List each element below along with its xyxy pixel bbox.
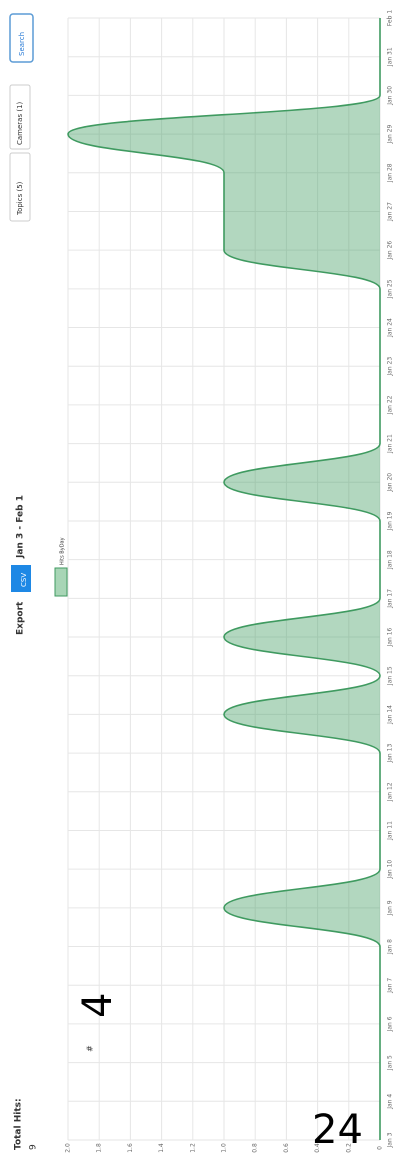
export-label: Export	[16, 601, 26, 635]
x-tick-label: Jan 29	[387, 124, 394, 144]
x-tick-label: Jan 13	[387, 744, 394, 764]
x-tick-label: Jan 21	[387, 434, 394, 454]
y-tick-label: 2.0	[65, 1143, 72, 1153]
csv-button[interactable]: CSV	[11, 565, 31, 592]
csv-icon[interactable]	[11, 565, 31, 592]
total-hits-value: 9	[29, 1144, 39, 1150]
x-tick-label: Jan 17	[387, 589, 394, 609]
x-tick-label: Jan 10	[387, 860, 394, 880]
x-tick-label: Jan 9	[387, 900, 394, 916]
x-tick-label: Jan 16	[387, 627, 394, 647]
x-tick-label: Jan 7	[387, 978, 394, 994]
annotation: 4	[75, 993, 121, 1018]
y-axis-label: #	[86, 1045, 95, 1052]
search-button[interactable]	[9, 13, 34, 63]
y-tick-label: 1.4	[158, 1143, 165, 1153]
line	[67, 18, 381, 1141]
total-hits-label: Total Hits:	[14, 1098, 24, 1150]
x-tick-label: Jan 24	[387, 318, 394, 338]
x-tick-label: Jan 19	[387, 511, 394, 531]
topics-label[interactable]: Topics (5)	[16, 181, 24, 216]
y-tick-label: 1.6	[127, 1143, 134, 1153]
y-tick-label: 0.6	[283, 1143, 290, 1153]
x-tick-label: Jan 12	[387, 782, 394, 802]
cameras-label[interactable]: Cameras (1)	[16, 101, 24, 145]
x-tick-label: Jan 30	[387, 86, 394, 106]
x-tick-label: Feb 1	[387, 10, 394, 27]
y-tick-label: 1.8	[96, 1143, 103, 1153]
x-tick-label: Jan 8	[387, 939, 394, 955]
search-label[interactable]: Search	[18, 32, 26, 56]
x-tick-label: Jan 11	[387, 821, 394, 841]
x-tick-label: Jan 4	[387, 1094, 394, 1110]
plot: 0 0.2 0.4 0.6 0.8 1.0 1.2 1.4 1.6 1.8 2.0 Jan 3 Jan …	[65, 10, 394, 1153]
x-tick-label: Jan 26	[387, 241, 394, 261]
x-tick-label: Jan 20	[387, 473, 394, 493]
x-tick-label: Jan 14	[387, 705, 394, 725]
cameras-dropdown[interactable]	[9, 84, 31, 150]
annotation: 24	[312, 1107, 363, 1153]
x-tick-label: Jan 18	[387, 550, 394, 570]
x-tick-label: Jan 5	[387, 1055, 394, 1071]
y-tick-label: 1.0	[221, 1143, 228, 1153]
y-tick-label: 0.8	[252, 1143, 259, 1153]
y-tick-label: 1.2	[189, 1143, 196, 1153]
y-tick-label: 0	[377, 1146, 384, 1150]
x-tick-label: Jan 6	[387, 1016, 394, 1032]
x-tick-label: Jan 28	[387, 163, 394, 183]
x-tick-label: Jan 22	[387, 395, 394, 415]
x-tick-label: Jan 31	[387, 47, 394, 67]
x-tick-label: Jan 25	[387, 279, 394, 299]
x-tick-label: Jan 23	[387, 357, 394, 377]
x-tick-label: Jan 15	[387, 666, 394, 686]
topics-dropdown[interactable]	[9, 152, 31, 222]
y-tick-label: 0.4	[314, 1143, 321, 1153]
x-tick-label: Jan 27	[387, 202, 394, 222]
y-tick-label: 0.2	[345, 1143, 352, 1153]
x-tick-label: Jan 3	[387, 1132, 394, 1148]
legend-swatch	[54, 567, 68, 597]
csv-label[interactable]: CSV	[20, 573, 28, 587]
legend-label: Hits ByDay	[60, 537, 66, 565]
date-range: Jan 3 - Feb 1	[16, 495, 26, 559]
